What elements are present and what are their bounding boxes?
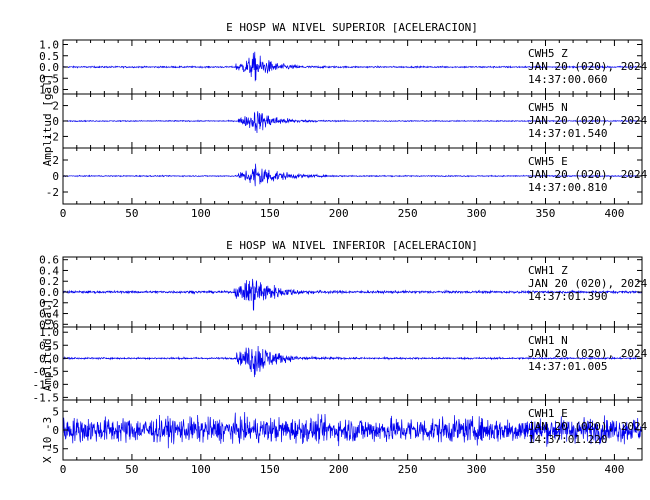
waveform-cwh1-e (62, 411, 643, 449)
y-tick-label: 0.5 (39, 339, 59, 352)
station-label: CWH1 Z (528, 264, 568, 277)
y-tick-label: 0.5 (39, 72, 59, 85)
x-tick-label: 150 (260, 207, 280, 220)
date-label: JAN 20 (020), 2024 (528, 277, 648, 290)
y-tick-label: 0 (52, 424, 59, 437)
y-tick-label: 2 (52, 100, 59, 113)
y-tick-label: 0.6 (39, 318, 59, 331)
x-tick-label: 300 (467, 207, 487, 220)
y-tick-label: 2 (52, 154, 59, 167)
chart-title-bottom: E HOSP WA NIVEL INFERIOR [ACELERACION] (226, 239, 478, 252)
x-tick-label: 50 (125, 207, 138, 220)
waveform-cwh1-z (62, 278, 643, 311)
x-tick-label: 0 (60, 463, 67, 476)
y-tick-label: 0.2 (39, 275, 59, 288)
chart-title-top: E HOSP WA NIVEL SUPERIOR [ACELERACION] (226, 21, 478, 34)
y-tick-label: -2 (46, 186, 59, 199)
x-tick-label: 100 (191, 463, 211, 476)
y-axis-label-top: Amplitud [gal] (41, 74, 54, 167)
date-label: JAN 20 (020), 2024 (528, 168, 648, 181)
waveform-cwh1-n (62, 345, 643, 378)
y-tick-label: -0.5 (33, 365, 60, 378)
time-label: 14:37:00.810 (528, 181, 607, 194)
station-label: CWH5 N (528, 101, 568, 114)
time-label: 14:37:00.060 (528, 73, 607, 86)
date-label: JAN 20 (020), 2024 (528, 60, 648, 73)
x-tick-label: 200 (329, 463, 349, 476)
y-tick-label: 1.0 (39, 39, 59, 52)
time-label: 14:37:01.005 (528, 360, 607, 373)
date-label: JAN 20 (020), 2024 (528, 347, 648, 360)
y-tick-label: -2 (46, 130, 59, 143)
x-tick-label: 150 (260, 463, 280, 476)
y-axis-label-bottom: Amplitud [gal] (41, 299, 54, 392)
y-tick-label: 0.0 (39, 286, 59, 299)
x-tick-label: 300 (467, 463, 487, 476)
time-label: 14:37:01.390 (528, 290, 607, 303)
x-tick-label: 250 (398, 463, 418, 476)
y-tick-label: -1.0 (33, 378, 60, 391)
y-tick-label: 0.5 (39, 50, 59, 63)
time-label: 14:37:01.540 (528, 127, 607, 140)
time-label: 14:37:01.220 (528, 433, 607, 446)
scale-label-bottom: X 10 -3 (41, 417, 54, 463)
station-label: CWH5 Z (528, 47, 568, 60)
y-tick-label: 0.2 (39, 297, 59, 310)
y-tick-label: 0.6 (39, 254, 59, 267)
x-tick-label: 50 (125, 463, 138, 476)
y-tick-label: 1.0 (39, 84, 59, 97)
x-tick-label: 200 (329, 207, 349, 220)
y-tick-label: 0.0 (39, 61, 59, 74)
x-tick-label: 250 (398, 207, 418, 220)
x-tick-label: 400 (604, 463, 624, 476)
x-tick-label: 350 (536, 207, 556, 220)
y-tick-label: 0 (52, 170, 59, 183)
x-tick-label: 100 (191, 207, 211, 220)
y-tick-label: 0.0 (39, 352, 59, 365)
waveform-cwh5-n (62, 111, 643, 134)
station-label: CWH1 N (528, 334, 568, 347)
y-tick-label: 0.4 (39, 264, 59, 277)
date-label: JAN 20 (020), 2024 (528, 114, 648, 127)
y-tick-label: 0 (52, 115, 59, 128)
station-label: CWH5 E (528, 155, 568, 168)
x-tick-label: 0 (60, 207, 67, 220)
y-tick-label: -5 (46, 443, 59, 456)
waveform-cwh5-e (62, 163, 643, 187)
waveform-cwh5-z (62, 51, 643, 82)
x-tick-label: 400 (604, 207, 624, 220)
x-tick-label: 350 (536, 463, 556, 476)
date-label: JAN 20 (020), 2024 (528, 420, 648, 433)
y-tick-label: 5 (52, 405, 59, 418)
y-tick-label: 0.4 (39, 308, 59, 321)
y-tick-label: -1.5 (33, 391, 60, 404)
station-label: CWH1 E (528, 407, 568, 420)
y-tick-label: 1.0 (39, 326, 59, 339)
